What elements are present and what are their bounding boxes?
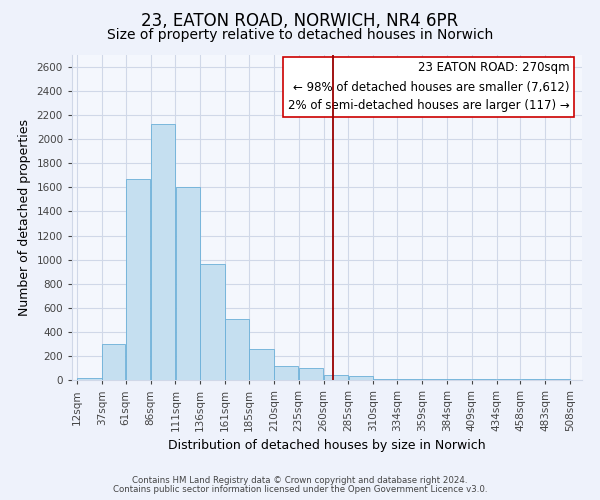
Bar [77,378,101,380]
Text: Contains public sector information licensed under the Open Government Licence v3: Contains public sector information licen… [113,485,487,494]
Bar [102,344,125,380]
Text: Contains HM Land Registry data © Crown copyright and database right 2024.: Contains HM Land Registry data © Crown c… [132,476,468,485]
Bar [373,379,397,380]
X-axis label: Distribution of detached houses by size in Norwich: Distribution of detached houses by size … [168,440,486,452]
Bar [200,264,225,380]
Text: 23, EATON ROAD, NORWICH, NR4 6PR: 23, EATON ROAD, NORWICH, NR4 6PR [142,12,458,30]
Bar [151,124,175,380]
Bar [126,179,150,380]
Bar [226,318,249,380]
Y-axis label: Number of detached properties: Number of detached properties [18,119,31,316]
Bar [349,376,373,380]
Bar [545,379,570,380]
Bar [249,350,274,380]
Bar [324,375,348,380]
Bar [176,188,200,380]
Bar [274,366,298,380]
Bar [299,368,323,380]
Text: Size of property relative to detached houses in Norwich: Size of property relative to detached ho… [107,28,493,42]
Text: 23 EATON ROAD: 270sqm
← 98% of detached houses are smaller (7,612)
2% of semi-de: 23 EATON ROAD: 270sqm ← 98% of detached … [287,62,569,112]
